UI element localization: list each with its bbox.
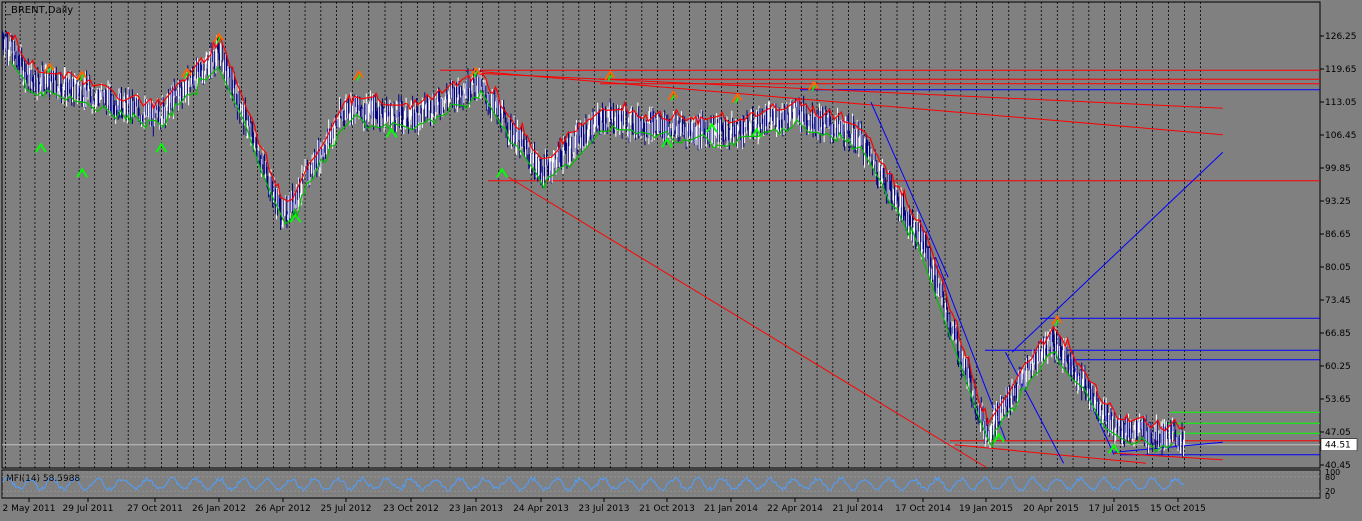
x-tick-label: 17 Jul 2015	[1089, 504, 1140, 514]
pivot-high-marker	[473, 70, 478, 78]
y-tick-label: 86.65	[1325, 230, 1351, 240]
pivot-high-marker	[76, 69, 87, 81]
pivot-high-marker	[356, 74, 361, 82]
price-axis: 126.25 119.65 113.05 106.45 99.85 93.25 86.65 8…	[1320, 32, 1357, 471]
trendline	[1113, 452, 1223, 461]
pivot-high-marker	[46, 66, 52, 74]
x-tick-label: 27 Oct 2011	[127, 504, 183, 514]
y-tick-label: 47.05	[1325, 428, 1351, 438]
chart-title: _BRENT,Daily	[5, 5, 73, 16]
trendline	[870, 102, 949, 278]
trendlines	[475, 70, 1224, 468]
time-axis: 2 May 2011 29 Jul 2011 27 Oct 2011 26 Jan 2…	[3, 498, 1206, 514]
y-tick-label: 119.65	[1325, 65, 1357, 75]
pivot-low-marker	[993, 432, 1005, 443]
x-tick-label: 21 Jan 2014	[704, 504, 758, 514]
pivot-high-marker	[731, 92, 743, 103]
pivot-low-marker	[289, 212, 302, 223]
pivot-high-marker	[213, 32, 224, 43]
y-tick-label: 113.05	[1325, 98, 1357, 108]
pivot-high-marker	[734, 96, 740, 104]
mfi-tick-label: 20	[1325, 487, 1335, 496]
x-tick-label: 23 Jul 2013	[579, 504, 630, 514]
pivot-high-marker	[470, 66, 481, 77]
x-tick-label: 15 Oct 2015	[1150, 504, 1206, 514]
pivot-low-marker	[385, 127, 398, 138]
x-tick-label: 2 May 2011	[3, 504, 56, 514]
pivot-high-marker	[1054, 319, 1059, 327]
pivot-low-marker	[155, 142, 168, 153]
y-tick-label: 73.45	[1325, 296, 1351, 306]
x-tick-label: 29 Jul 2011	[63, 504, 114, 514]
pivot-low-marker	[661, 137, 673, 148]
x-tick-label: 24 Apr 2013	[513, 504, 569, 514]
x-tick-label: 22 Apr 2014	[767, 504, 823, 514]
trendline	[475, 70, 1223, 136]
pivot-low-marker	[705, 122, 718, 133]
trendline	[1011, 151, 1224, 353]
pivot-low-marker	[1108, 443, 1120, 454]
mfi-panel-frame	[1, 469, 1321, 499]
pivot-high-marker	[181, 67, 192, 78]
x-tick-label: 21 Jul 2014	[833, 504, 884, 514]
trendline	[475, 72, 1223, 109]
y-tick-label: 53.65	[1325, 395, 1351, 405]
current-price-label: 44.51	[1325, 441, 1351, 451]
pivot-low-marker	[496, 167, 508, 178]
y-tick-label: 106.45	[1325, 131, 1357, 141]
pivot-high-marker	[184, 71, 189, 79]
trailing-stop-up-line	[10, 61, 1173, 453]
pivot-low-marker	[34, 142, 47, 153]
x-tick-label: 17 Oct 2014	[895, 504, 951, 514]
y-tick-label: 80.05	[1325, 263, 1351, 273]
pivot-high-marker	[353, 69, 364, 81]
x-tick-label: 21 Oct 2013	[639, 504, 695, 514]
horizontal-levels	[2, 69, 1320, 456]
x-tick-label: 26 Apr 2012	[255, 504, 311, 514]
mfi-tick-label: 100	[1325, 468, 1340, 477]
pivot-high-marker	[1051, 314, 1063, 326]
y-tick-label: 60.25	[1325, 362, 1351, 372]
pivot-high-marker	[216, 36, 221, 44]
trendline	[954, 444, 1147, 464]
x-tick-label: 26 Jan 2012	[192, 504, 246, 514]
pivot-high-marker	[607, 74, 612, 82]
y-tick-label: 99.85	[1325, 164, 1351, 174]
mfi-tick-label: 80	[1325, 473, 1335, 482]
y-tick-label: 40.45	[1325, 461, 1351, 471]
pivot-high-marker	[79, 74, 84, 82]
pivot-high-marker	[43, 62, 55, 73]
y-tick-label: 66.85	[1325, 329, 1351, 339]
pivot-low-marker	[76, 167, 88, 178]
pivot-high-marker	[808, 80, 819, 91]
x-tick-label: 19 Jan 2015	[959, 504, 1013, 514]
x-tick-label: 25 Jul 2012	[321, 504, 372, 514]
current-price-tag: 44.51	[1320, 438, 1358, 451]
trailing-stop-line	[6, 31, 1185, 432]
x-tick-label: 20 Apr 2015	[1023, 504, 1079, 514]
pivot-high-marker	[667, 89, 679, 101]
pivot-high-marker	[670, 94, 676, 102]
x-tick-label: 23 Jan 2013	[449, 504, 503, 514]
x-tick-label: 23 Oct 2012	[383, 504, 439, 514]
trendline	[1005, 352, 1065, 464]
y-tick-label: 126.25	[1325, 32, 1357, 42]
pivot-high-marker	[604, 69, 616, 81]
y-tick-label: 93.25	[1325, 197, 1351, 207]
mfi-label: MFI(14) 58.5988	[6, 474, 80, 484]
mfi-line	[2, 475, 1185, 493]
pivot-high-marker	[811, 84, 816, 92]
trendline	[508, 176, 987, 468]
mfi-tick-label: 0	[1325, 492, 1330, 501]
